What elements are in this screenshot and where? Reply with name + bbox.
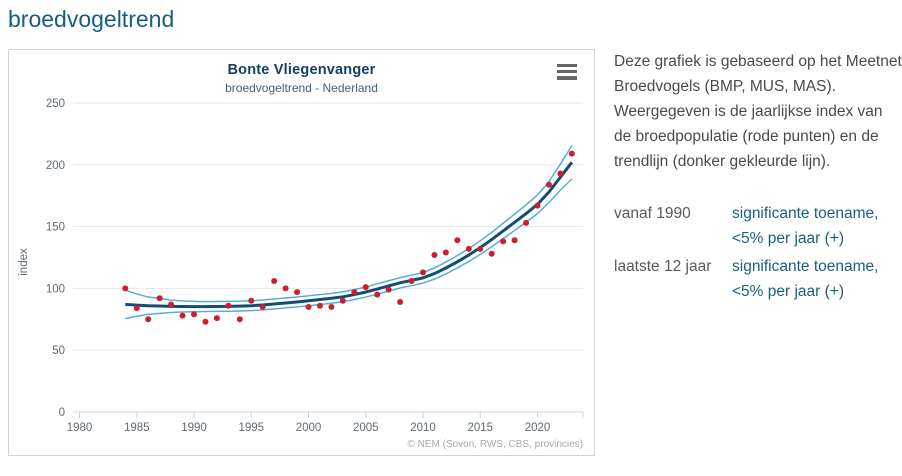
chart-credit: © NEM (Sovon, RWS, CBS, provincies) — [407, 439, 583, 450]
trend-line — [125, 161, 574, 309]
y-tick-label: 200 — [46, 160, 65, 172]
x-tick-label: 1980 — [67, 422, 93, 434]
index-data-point — [374, 291, 381, 298]
x-tick-label: 2015 — [467, 422, 493, 434]
index-data-point — [328, 303, 335, 310]
index-data-point — [545, 181, 552, 188]
trend-chart: 0 50 100 150 200 250 1980 1985 1990 1995 2000 2005 2… — [46, 98, 584, 434]
index-data-point — [465, 245, 472, 252]
index-data-point — [156, 295, 163, 302]
index-data-point — [488, 250, 495, 257]
trend-result-value: significante toename, <5% per jaar (+) — [732, 258, 879, 300]
index-data-point — [305, 303, 312, 310]
chart-card: 0 50 100 150 200 250 1980 1985 1990 1995 2000 2005 2… — [8, 49, 595, 456]
confidence-band-line — [125, 178, 573, 320]
trend-result-value: significante toename, <5% per jaar (+) — [732, 205, 879, 247]
x-tick-label: 2005 — [353, 422, 379, 434]
trend-period-label: vanaf 1990 — [614, 205, 691, 222]
chart-export-menu-button[interactable] — [555, 62, 579, 84]
chart-subtitle: broedvogeltrend - Nederland — [225, 81, 378, 95]
index-data-point — [385, 286, 392, 293]
index-data-point — [282, 285, 289, 292]
index-data-point — [225, 302, 232, 309]
index-data-point — [362, 284, 369, 291]
index-data-point — [145, 316, 152, 323]
y-tick-label: 100 — [46, 283, 65, 295]
index-data-point — [316, 302, 323, 309]
index-data-point — [442, 249, 449, 256]
x-tick-label: 2010 — [410, 422, 436, 434]
index-data-point — [523, 219, 530, 226]
index-data-point — [122, 285, 129, 292]
y-tick-label: 150 — [46, 222, 65, 234]
y-tick-label: 0 — [59, 407, 65, 419]
index-data-point — [191, 311, 197, 318]
index-data-point — [511, 237, 518, 244]
trend-period-label: laatste 12 jaar — [614, 258, 712, 275]
index-data-point — [168, 301, 175, 308]
index-data-point — [534, 202, 541, 209]
page-title: broedvogeltrend — [8, 6, 175, 32]
x-tick-label: 1990 — [181, 422, 207, 434]
index-data-point — [179, 312, 186, 319]
index-data-point — [271, 277, 278, 284]
chart-description: Deze grafiek is gebaseerd op het Meetnet… — [614, 53, 902, 170]
index-data-point — [339, 297, 346, 304]
y-tick-label: 50 — [52, 345, 65, 357]
confidence-band-line — [125, 145, 573, 303]
index-data-point — [351, 289, 358, 296]
description-panel: Deze grafiek is gebaseerd op het Meetnet… — [614, 49, 902, 307]
index-data-point — [420, 269, 426, 276]
index-data-point — [408, 277, 415, 284]
y-tick-label: 250 — [46, 98, 65, 110]
x-tick-label: 2020 — [525, 422, 551, 434]
hamburger-menu-icon — [557, 63, 577, 80]
trend-assessment-row: laatste 12 jaar significante toename, <5… — [614, 254, 902, 304]
index-data-point — [500, 238, 507, 245]
index-data-point — [248, 297, 255, 304]
index-data-point — [454, 237, 461, 244]
index-data-point — [294, 289, 301, 296]
x-tick-label: 1995 — [238, 422, 264, 434]
index-data-point — [133, 305, 140, 312]
content-layout: 0 50 100 150 200 250 1980 1985 1990 1995 2000 2005 2… — [8, 49, 902, 456]
index-data-point — [259, 303, 266, 310]
index-data-point — [568, 150, 575, 157]
index-data-point — [397, 298, 404, 305]
x-tick-label: 1985 — [124, 422, 150, 434]
index-data-point — [236, 316, 243, 323]
chart-title: Bonte Vliegenvanger — [227, 62, 376, 78]
x-tick-label: 2000 — [296, 422, 322, 434]
index-data-point — [557, 170, 564, 177]
index-data-point — [202, 318, 209, 325]
index-data-point — [477, 245, 484, 252]
index-data-point — [213, 315, 220, 322]
trend-assessment-row: vanaf 1990 significante toename, <5% per… — [614, 201, 902, 251]
index-data-point — [431, 252, 438, 259]
y-axis-title: index — [18, 248, 30, 276]
